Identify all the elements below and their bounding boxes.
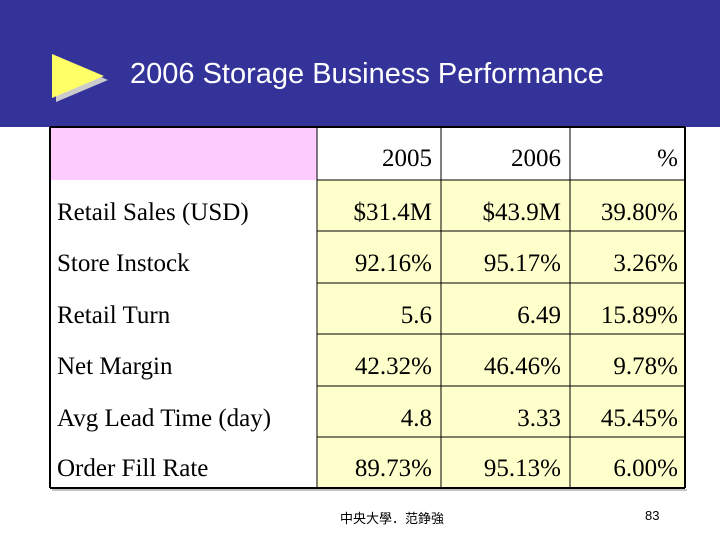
row-label: Retail Turn [57,302,171,329]
row-label: Avg Lead Time (day) [57,405,272,432]
cell-percent: 3.26% [613,250,678,277]
cell-2005: 4.8 [400,405,432,432]
header-percent: % [657,145,678,172]
cell-2006: 3.33 [517,405,561,432]
row-label: Retail Sales (USD) [57,199,249,226]
cell-percent: 9.78% [613,353,678,380]
cell-2005: 89.73% [354,455,432,482]
slide-header [0,0,720,127]
page-number: 83 [645,508,660,523]
cell-2006: 95.13% [483,455,561,482]
cell-2005: 92.16% [354,250,432,277]
cell-2005: 42.32% [354,353,432,380]
header-2005: 2005 [382,145,432,172]
cell-percent: 45.45% [600,405,678,432]
cell-2006: 6.49 [517,302,561,329]
play-arrow-icon [52,54,108,102]
cell-percent: 15.89% [600,302,678,329]
slide-title: 2006 Storage Business Performance [130,58,604,90]
cell-2005: 5.6 [400,302,432,329]
row-label: Order Fill Rate [57,455,209,482]
cell-2006: 95.17% [483,250,561,277]
row-label: Net Margin [57,353,173,380]
row-label: Store Instock [57,250,190,277]
footer-author: 中央大學．范錚強 [340,512,445,527]
cell-2005: $31.4M [353,199,432,226]
cell-2006: 46.46% [483,353,561,380]
header-label-cell [50,127,317,180]
cell-percent: 39.80% [600,199,678,226]
cell-percent: 6.00% [613,455,678,482]
cell-2006: $43.9M [482,199,561,226]
header-2006: 2006 [511,145,561,172]
